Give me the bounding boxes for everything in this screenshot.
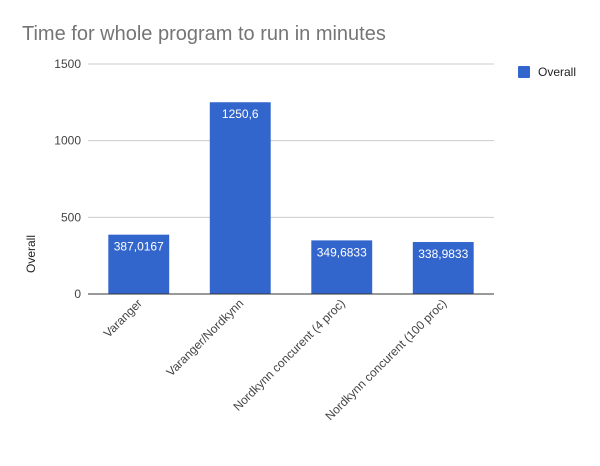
x-category-label: Nordkynn concurent (4 proc): [230, 296, 347, 413]
bar-value-label: 349,6833: [317, 245, 367, 259]
x-category-label: Varanger/Nordkynn: [164, 296, 247, 379]
chart-title: Time for whole program to run in minutes: [22, 23, 386, 45]
gridlines: [88, 63, 494, 218]
bar: [108, 234, 170, 294]
legend: Overall: [518, 65, 576, 79]
x-category-label: Varanger: [101, 296, 145, 340]
bar: [209, 102, 271, 294]
y-tick-label: 0: [74, 287, 81, 301]
y-tick-label: 500: [61, 210, 81, 224]
x-category-label: Nordkynn concurent (100 proc): [323, 296, 450, 423]
bar-value-label: 387,0167: [114, 240, 164, 254]
bars: [108, 102, 474, 294]
data-labels: 387,0167 1250,6 349,6833 338,9833: [114, 107, 469, 261]
legend-swatch: [518, 66, 530, 78]
legend-label: Overall: [538, 65, 576, 79]
y-tick-label: 1000: [54, 134, 81, 148]
bar: [412, 242, 474, 294]
y-axis-ticks: 0 500 1000 1500: [54, 57, 81, 301]
y-axis-label: Overall: [24, 235, 38, 273]
y-tick-label: 1500: [54, 57, 81, 71]
bar: [311, 240, 373, 294]
bar-value-label: 1250,6: [222, 107, 259, 121]
bar-value-label: 338,9833: [418, 247, 468, 261]
